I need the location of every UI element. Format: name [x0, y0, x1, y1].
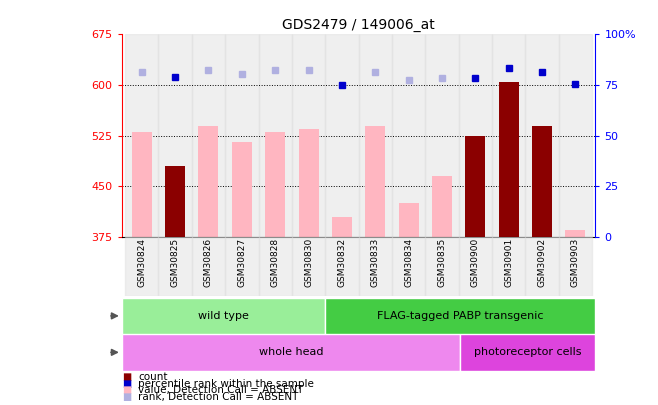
Bar [492, 34, 526, 237]
Bar [459, 237, 492, 296]
Text: GSM30900: GSM30900 [471, 238, 480, 288]
Text: GSM30832: GSM30832 [338, 238, 346, 287]
Bar [259, 34, 292, 237]
Bar [132, 132, 152, 237]
Bar [492, 237, 526, 296]
Text: FLAG-tagged PABP transgenic: FLAG-tagged PABP transgenic [377, 311, 544, 321]
Bar [292, 34, 325, 237]
Bar [325, 34, 359, 237]
Bar [425, 34, 459, 237]
Text: GSM30825: GSM30825 [170, 238, 180, 287]
Bar [532, 126, 552, 237]
Text: GSM30827: GSM30827 [238, 238, 246, 287]
Bar [325, 237, 359, 296]
Bar [526, 237, 559, 296]
Text: GSM30830: GSM30830 [304, 238, 313, 288]
Bar [122, 334, 460, 371]
Text: GSM30826: GSM30826 [204, 238, 213, 287]
Text: percentile rank within the sample: percentile rank within the sample [138, 379, 314, 389]
Bar [191, 237, 225, 296]
Bar [465, 136, 486, 237]
Bar [565, 230, 586, 237]
Text: ■: ■ [122, 386, 131, 395]
Text: count: count [138, 373, 168, 382]
Bar [526, 34, 559, 237]
Text: wild type: wild type [198, 311, 249, 321]
Bar [432, 176, 452, 237]
Text: ■: ■ [122, 392, 131, 402]
Bar [125, 34, 159, 237]
Text: GSM30902: GSM30902 [538, 238, 547, 287]
Bar [165, 166, 185, 237]
Bar [559, 237, 592, 296]
Bar [365, 126, 386, 237]
Text: whole head: whole head [259, 347, 323, 357]
Bar [199, 126, 218, 237]
Text: GSM30901: GSM30901 [504, 238, 513, 288]
Bar [159, 237, 191, 296]
Text: ■: ■ [122, 373, 131, 382]
Bar [292, 237, 325, 296]
Text: photoreceptor cells: photoreceptor cells [474, 347, 582, 357]
Text: GSM30903: GSM30903 [571, 238, 580, 288]
Bar [392, 237, 425, 296]
Bar [499, 82, 519, 237]
Bar [559, 34, 592, 237]
Bar [325, 298, 595, 334]
Bar [332, 217, 352, 237]
Bar [359, 237, 392, 296]
Bar [122, 298, 325, 334]
Bar [232, 143, 252, 237]
Text: value, Detection Call = ABSENT: value, Detection Call = ABSENT [138, 386, 303, 395]
Bar [392, 34, 425, 237]
Bar [225, 237, 259, 296]
Text: ■: ■ [122, 379, 131, 389]
Text: GSM30828: GSM30828 [270, 238, 280, 287]
Bar [265, 132, 285, 237]
Bar [159, 34, 191, 237]
Bar [125, 237, 159, 296]
Bar [460, 334, 595, 371]
Bar [359, 34, 392, 237]
Title: GDS2479 / 149006_at: GDS2479 / 149006_at [282, 18, 435, 32]
Text: rank, Detection Call = ABSENT: rank, Detection Call = ABSENT [138, 392, 299, 402]
Bar [299, 129, 318, 237]
Text: GSM30833: GSM30833 [371, 238, 380, 288]
Bar [225, 34, 259, 237]
Bar [399, 203, 418, 237]
Bar [259, 237, 292, 296]
Bar [191, 34, 225, 237]
Bar [425, 237, 459, 296]
Text: GSM30824: GSM30824 [138, 238, 146, 287]
Bar [459, 34, 492, 237]
Text: GSM30835: GSM30835 [438, 238, 447, 288]
Text: GSM30834: GSM30834 [404, 238, 413, 287]
